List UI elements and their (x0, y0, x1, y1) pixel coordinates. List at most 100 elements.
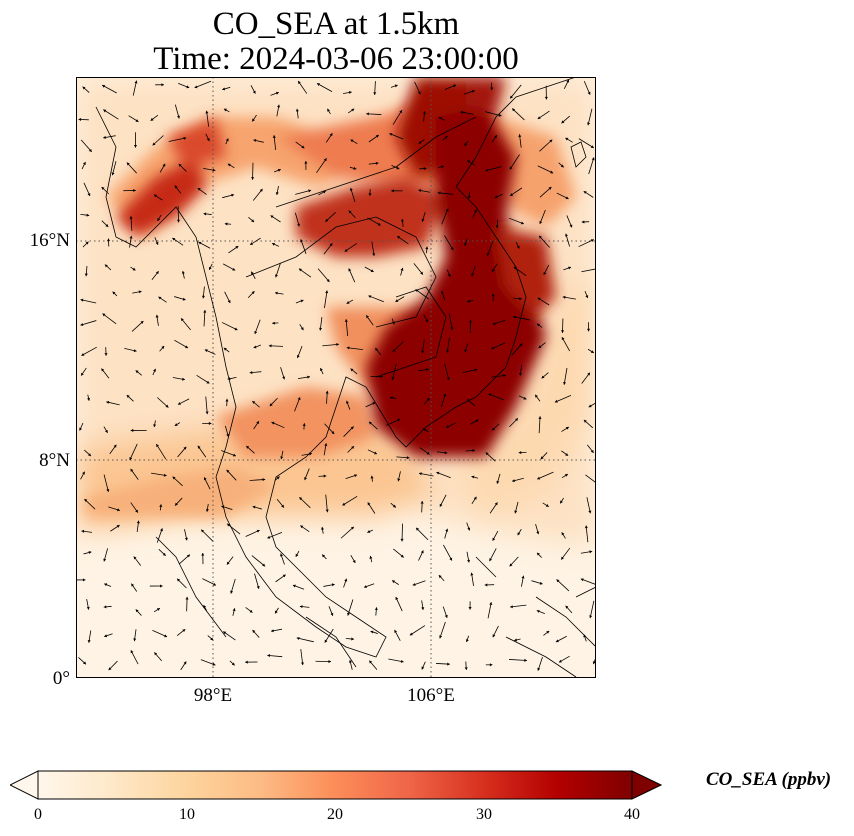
wind-vector-head (348, 268, 352, 272)
wind-vector-head (491, 293, 495, 297)
wind-vector-head (538, 345, 542, 349)
wind-vector-head (252, 90, 256, 94)
wind-vector (441, 208, 449, 225)
wind-vector (340, 526, 355, 539)
wind-vector-head (580, 578, 584, 582)
wind-vector-head (373, 451, 377, 455)
wind-vector-head (160, 584, 163, 588)
wind-vector (324, 290, 328, 309)
wind-vector-head (277, 104, 281, 108)
wind-vector-head (517, 532, 521, 536)
wind-vector (512, 316, 531, 321)
wind-vector (347, 599, 354, 616)
wind-vector (129, 443, 138, 461)
wind-vector (200, 659, 216, 666)
wind-vector-head (492, 427, 495, 431)
wind-vector-head (296, 636, 300, 640)
lon-tick-98e: 98°E (193, 685, 233, 706)
wind-vector-head (344, 248, 348, 252)
wind-vector-head (102, 313, 106, 317)
wind-vector (324, 628, 334, 643)
wind-vector-head (569, 224, 573, 228)
wind-vector (300, 239, 307, 254)
wind-vector-head (88, 148, 92, 152)
wind-vector-head (106, 489, 110, 492)
wind-vector-head (222, 87, 226, 91)
wind-vector-head (135, 370, 139, 374)
wind-vector-head (105, 224, 109, 227)
wind-vector-head (406, 456, 410, 460)
wind-vector (81, 346, 97, 356)
wind-vector-head (331, 431, 335, 434)
wind-vector-head (464, 142, 468, 146)
wind-vector-head (272, 321, 275, 325)
wind-vector-head (256, 421, 259, 425)
wind-vector-head (253, 139, 257, 143)
wind-vector-head (87, 639, 91, 643)
wind-vector-head (223, 347, 227, 351)
wind-vector-head (155, 241, 159, 245)
wind-vector-head (324, 639, 328, 643)
wind-vector-head (369, 660, 373, 664)
wind-vector-head (585, 295, 589, 299)
wind-vector-head (135, 609, 139, 613)
wind-vector-head (426, 368, 429, 372)
wind-vector-head (397, 418, 401, 422)
wind-vector-head (84, 499, 88, 502)
wind-vector-head (538, 416, 542, 419)
wind-vector-head (518, 134, 522, 137)
wind-vector-head (389, 396, 393, 400)
wind-vector-head (292, 584, 296, 588)
wind-vector-head (368, 193, 372, 196)
wind-vector-head (174, 423, 178, 426)
wind-vector-head (130, 650, 134, 654)
wind-vector-head (467, 399, 471, 403)
wind-vector (537, 471, 554, 480)
wind-vector-head (460, 110, 464, 114)
wind-vector-head (587, 91, 591, 95)
wind-vector (392, 109, 403, 125)
wind-vector-head (412, 582, 416, 586)
wind-vector-head (162, 552, 166, 556)
wind-vector-head (563, 382, 567, 385)
wind-vector-head (470, 572, 474, 576)
wind-vector-head (83, 661, 86, 665)
wind-vector-head (541, 375, 545, 379)
wind-vector-head (133, 188, 136, 193)
wind-vector-head (503, 374, 506, 378)
lat-tick-0: 0° (52, 668, 70, 689)
wind-vector-head (495, 225, 499, 229)
wind-vector-head (367, 530, 371, 533)
wind-vector-head (584, 525, 588, 529)
wind-vector-head (425, 246, 429, 250)
wind-vector-head (364, 585, 367, 588)
wind-vector-head (323, 474, 327, 478)
wind-vector-head (446, 349, 450, 353)
wind-vector (539, 139, 553, 152)
wind-vector-head (514, 638, 518, 642)
wind-vector (448, 313, 453, 331)
wind-vector-head (172, 237, 176, 241)
wind-vector-head (205, 508, 209, 512)
wind-vector-head (589, 550, 593, 554)
wind-vector-head (556, 579, 560, 583)
wind-vector-head (467, 195, 471, 199)
wind-vector-head (138, 290, 142, 294)
wind-vector-head (370, 630, 374, 634)
wind-vector (556, 579, 570, 592)
wind-vector-head (439, 635, 443, 639)
wind-vector-head (87, 193, 91, 197)
wind-vector-head (161, 346, 165, 349)
wind-vector-head (346, 301, 350, 304)
wind-vector-head (251, 177, 255, 180)
wind-vector-head (177, 578, 181, 582)
wind-vector (155, 443, 167, 460)
wind-vector-head (472, 448, 475, 453)
wind-vector-head (206, 380, 210, 384)
wind-vector-head (252, 118, 255, 122)
wind-vector-head (295, 553, 299, 557)
wind-vector-head (131, 583, 135, 587)
wind-vector-head (88, 551, 92, 555)
wind-vector-head (262, 478, 266, 482)
lat-tick-8n: 8°N (39, 450, 70, 471)
